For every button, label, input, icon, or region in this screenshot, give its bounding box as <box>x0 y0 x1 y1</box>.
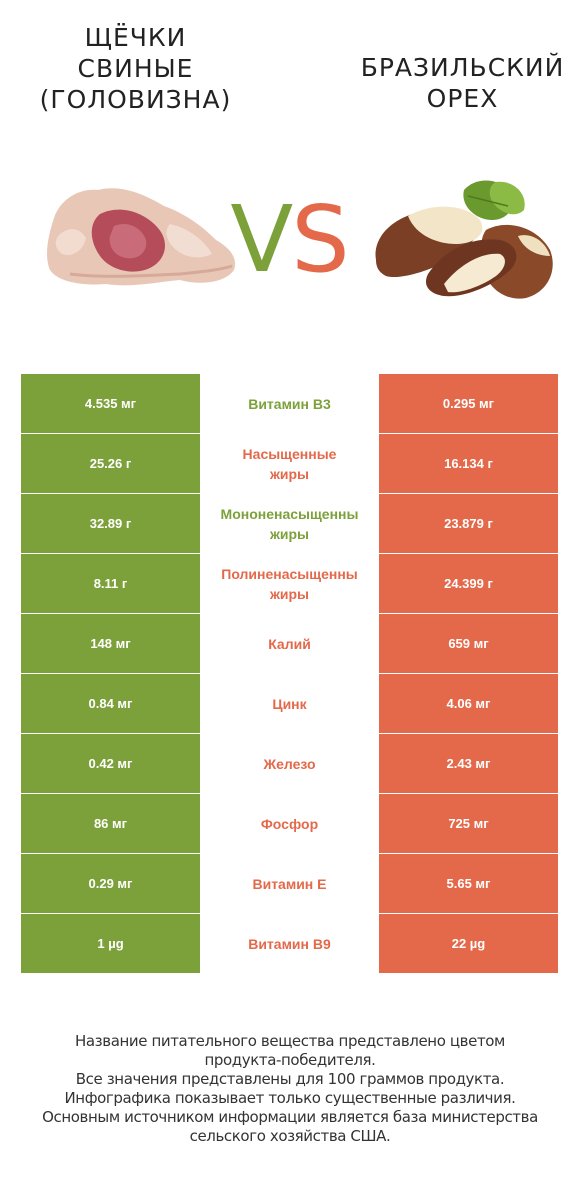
footnote-line: Инфографика показывает только существенн… <box>64 1089 516 1107</box>
left-value: 148 мг <box>21 614 200 673</box>
left-value: 1 µg <box>21 914 200 973</box>
right-value: 2.43 мг <box>379 734 558 793</box>
left-value: 25.26 г <box>21 434 200 493</box>
brazil-nut-image <box>375 180 553 299</box>
footnote-line: Название питательного вещества представл… <box>75 1032 505 1050</box>
pork-cheek-image <box>47 188 236 286</box>
table-row: 0.29 мг Витамин E 5.65 мг <box>21 854 558 913</box>
nutrient-name: Витамин B3 <box>200 374 379 433</box>
table-row: 148 мг Калий 659 мг <box>21 614 558 673</box>
nutrient-name: Калий <box>200 614 379 673</box>
nutrient-name-line: Фосфор <box>260 815 319 832</box>
nutrient-name-line: Цинк <box>272 695 307 712</box>
table-row: 25.26 г Насыщенные жиры 16.134 г <box>21 434 558 493</box>
right-value: 24.399 г <box>379 554 558 613</box>
left-value: 0.29 мг <box>21 854 200 913</box>
nutrient-name: Насыщенные жиры <box>200 434 379 493</box>
table-row: 32.89 г Мононенасыщенны жиры 23.879 г <box>21 494 558 553</box>
right-value: 22 µg <box>379 914 558 973</box>
nutrient-name: Витамин B9 <box>200 914 379 973</box>
right-value: 4.06 мг <box>379 674 558 733</box>
footnote-line: Все значения представлены для 100 граммо… <box>75 1070 505 1088</box>
footnote: Название питательного вещества представл… <box>10 1032 570 1146</box>
vs-label: VS <box>224 190 354 290</box>
footnote-line: сельского хозяйства США. <box>189 1127 391 1145</box>
comparison-table: 4.535 мг Витамин B3 0.295 мг 25.26 г Насыщен… <box>21 374 558 974</box>
nutrient-name-line: жиры <box>269 465 310 482</box>
left-value: 0.42 мг <box>21 734 200 793</box>
left-value: 0.84 мг <box>21 674 200 733</box>
right-product-title: БРАЗИЛЬСКИЙ ОРЕХ <box>360 53 565 113</box>
nutrient-name-line: жиры <box>269 525 310 542</box>
right-value: 23.879 г <box>379 494 558 553</box>
table-row: 8.11 г Полиненасыщенны жиры 24.399 г <box>21 554 558 613</box>
right-value: 725 мг <box>379 794 558 853</box>
nutrient-name-line: Витамин B9 <box>248 935 331 952</box>
nutrient-name-line: Витамин E <box>252 875 327 892</box>
table-row: 0.42 мг Железо 2.43 мг <box>21 734 558 793</box>
right-value: 659 мг <box>379 614 558 673</box>
right-value: 0.295 мг <box>379 374 558 433</box>
table-row: 4.535 мг Витамин B3 0.295 мг <box>21 374 558 433</box>
right-value: 5.65 мг <box>379 854 558 913</box>
nutrient-name-line: Насыщенные <box>242 445 337 462</box>
nutrient-name-line: жиры <box>269 585 310 602</box>
nutrient-name-line: Витамин B3 <box>248 395 331 412</box>
table-row: 0.84 мг Цинк 4.06 мг <box>21 674 558 733</box>
nutrient-name-line: Полиненасыщенны <box>221 565 358 582</box>
table-row: 86 мг Фосфор 725 мг <box>21 794 558 853</box>
right-value: 16.134 г <box>379 434 558 493</box>
nutrient-name-line: Калий <box>268 635 311 652</box>
nutrient-name: Цинк <box>200 674 379 733</box>
nutrient-name: Полиненасыщенны жиры <box>200 554 379 613</box>
vs-s: S <box>291 186 349 293</box>
nutrient-name-line: Железо <box>263 755 316 772</box>
table-row: 1 µg Витамин B9 22 µg <box>21 914 558 973</box>
vs-v: V <box>230 186 293 293</box>
left-value: 4.535 мг <box>21 374 200 433</box>
nutrient-name: Фосфор <box>200 794 379 853</box>
nutrient-name: Витамин E <box>200 854 379 913</box>
left-value: 86 мг <box>21 794 200 853</box>
nutrient-name: Железо <box>200 734 379 793</box>
left-value: 32.89 г <box>21 494 200 553</box>
nutrient-name: Мононенасыщенны жиры <box>200 494 379 553</box>
left-product-title: ЩЁЧКИ СВИНЫЕ (ГОЛОВИЗНА) <box>39 23 232 114</box>
footnote-line: продукта-победителя. <box>204 1051 376 1069</box>
footnote-line: Основным источником информации является … <box>42 1108 538 1126</box>
left-value: 8.11 г <box>21 554 200 613</box>
nutrient-name-line: Мононенасыщенны <box>220 505 359 522</box>
